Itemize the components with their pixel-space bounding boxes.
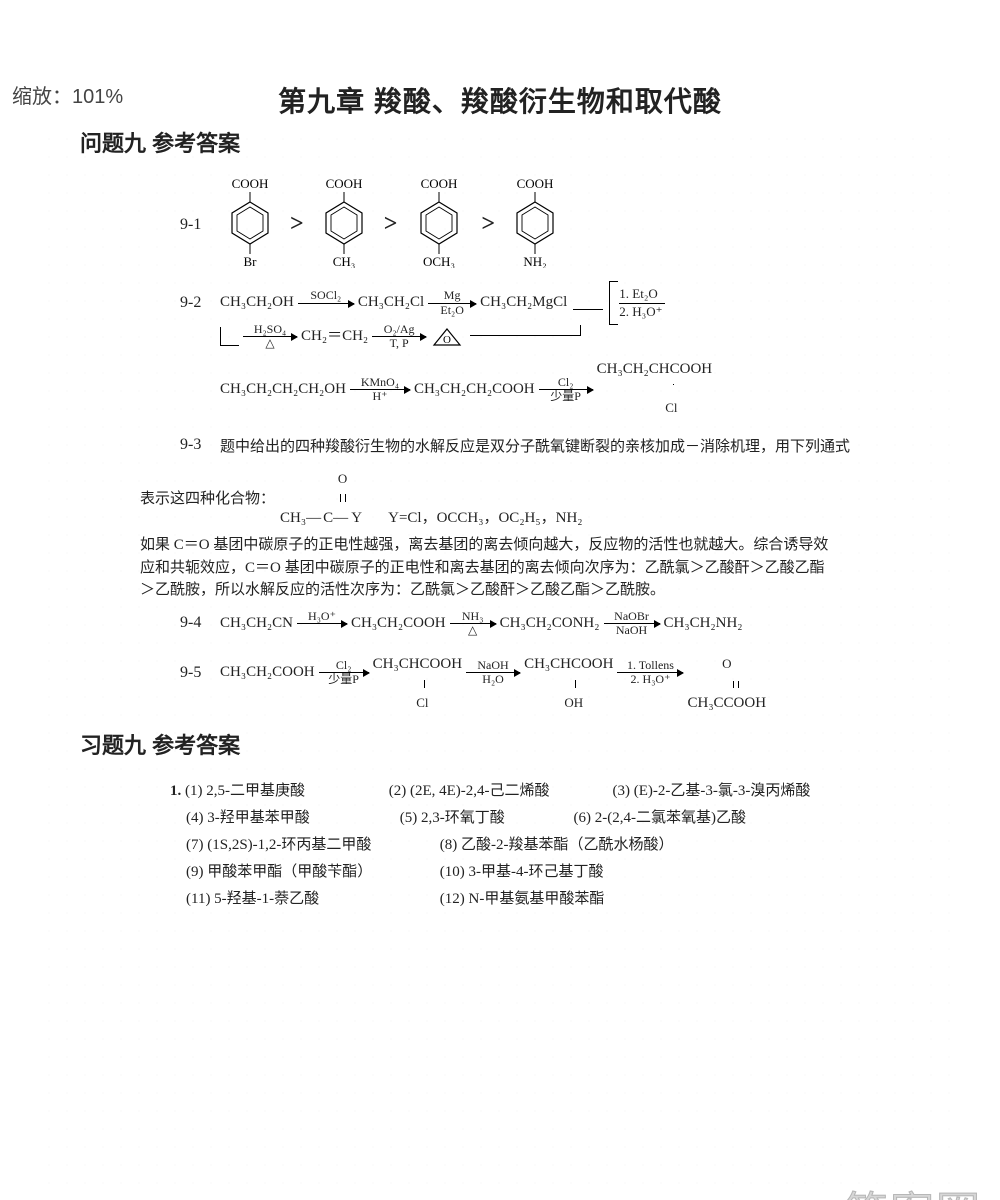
q-number: 9-1 [180,216,220,234]
chapter-title: 第九章 羧酸、羧酸衍生物和取代酸 [70,80,930,120]
section-questions-heading: 问题九 参考答案 [80,126,930,158]
svg-text:O: O [443,334,451,346]
gt-icon: > [290,211,304,238]
benzene-struct-1: COOH Br [220,176,280,273]
benzene-struct-3: COOH OCH₃ [407,176,471,273]
page-root: 缩放：101% 第九章 羧酸、羧酸衍生物和取代酸 问题九 参考答案 9-1 CO… [0,80,1000,1200]
watermark: 答案圈 MXQE.COM [839,1177,982,1200]
benzene-struct-2: COOH CH₃ [314,176,374,273]
q9-4-row: 9-4 CH₃CH₂CN H₃O⁺ CH₃CH₂COOH NH₃△ CH₃CH₂… [180,610,930,637]
svg-text:COOH: COOH [325,176,362,191]
gt-icon: > [481,211,495,238]
svg-text:CH₃: CH₃ [332,254,355,268]
zoom-indicator: 缩放：101% [12,80,123,109]
svg-text:Br: Br [244,254,258,268]
q9-3-intro: 9-3 题中给出的四种羧酸衍生物的水解反应是双分子酰氧键断裂的亲核加成－消除机理… [180,435,930,456]
q9-3-body: 如果 C＝O 基团中碳原子的正电性越强，离去基团的离去倾向越大，反应物的活性也就… [140,534,910,602]
exercise-1-list: 1. (1) 2,5-二甲基庚酸 (2) (2E, 4E)-2,4-己二烯酸 (… [170,778,930,913]
svg-text:COOH: COOH [421,176,458,191]
q9-5-row: 9-5 CH₃CH₂COOH Cl₂少量P CH₃CHCOOH Cl NaOHH… [180,655,930,714]
section-exercises-heading: 习题九 参考答案 [80,728,930,760]
svg-text:OCH₃: OCH₃ [423,254,455,268]
q9-2-row2: CH₃CH₂CH₂CH₂OH KMnO₄H⁺ CH₃CH₂CH₂COOH Cl₂… [180,360,930,419]
svg-text:COOH: COOH [517,176,554,191]
watermark-cn: 答案圈 [839,1177,982,1200]
svg-text:NH₂: NH₂ [523,254,546,268]
benz-top: COOH [232,176,269,191]
q9-2-branch: H₂SO₄△ CH₂＝CH₂ O₂/AgT, P O [220,323,930,350]
benzene-struct-4: COOH NH₂ [505,176,565,273]
q9-2-row1: 9-2 CH₃CH₂OH SOCl₂ CH₃CH₂Cl MgEt₂O CH₃CH… [180,281,930,325]
q9-3-formula: 表示这四种化合物： CH₃— O C— Y Y=Cl，OCCH₃，OC₂H₅，N… [140,470,910,529]
q9-1-row: 9-1 COOH Br > COOH CH₃ > [180,176,930,273]
gt-icon: > [384,211,398,238]
epoxide-icon: O [430,325,464,349]
